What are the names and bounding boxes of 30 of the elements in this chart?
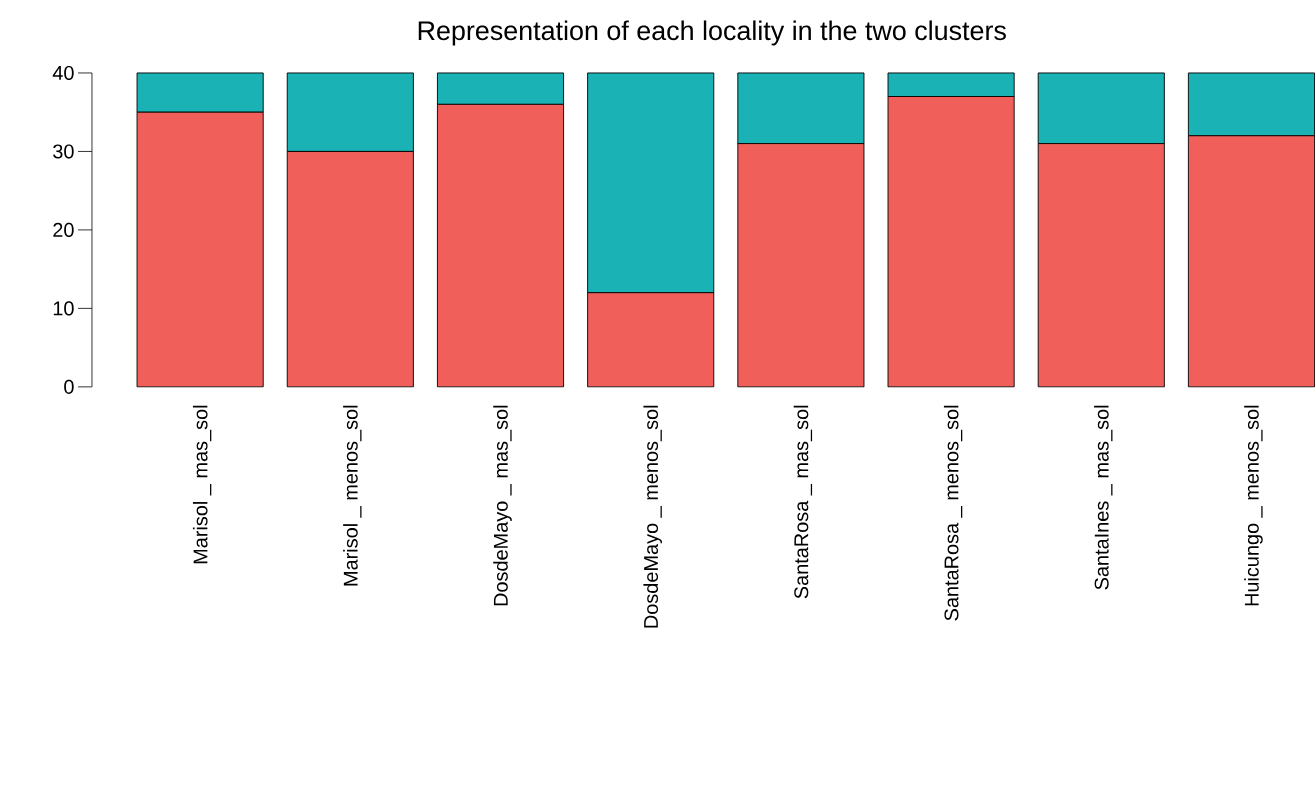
x-tick-label: DosdeMayo _ mas_sol xyxy=(493,405,512,606)
y-tick-label: 10 xyxy=(53,301,74,316)
x-tick-label: SantaRosa _ mas_sol xyxy=(793,405,813,599)
y-tick-label: 0 xyxy=(64,379,74,395)
bar xyxy=(1187,72,1315,137)
bar xyxy=(137,112,264,387)
bar xyxy=(887,72,1015,98)
bar xyxy=(437,104,564,387)
chart-title: Representation of each locality in the two clusters xyxy=(418,20,1006,46)
x-tick-label: SantaRosa _ menos_sol xyxy=(943,405,963,621)
bar xyxy=(287,151,414,387)
x-tick-label: Marisol _ mas_sol xyxy=(192,405,212,564)
bar xyxy=(136,72,264,113)
bar xyxy=(587,72,715,294)
y-tick-label: 30 xyxy=(53,144,74,159)
bar xyxy=(1038,143,1165,387)
bar xyxy=(1187,135,1315,388)
x-tick-label: Huicungo _ menos_sol xyxy=(1244,405,1263,606)
bar xyxy=(888,96,1015,387)
bar xyxy=(737,72,865,145)
bar xyxy=(436,72,565,105)
bar xyxy=(737,143,864,387)
y-tick-label: 20 xyxy=(53,222,74,238)
x-tick-label: SantaInes _ mas_sol xyxy=(1094,405,1113,590)
y-tick-label: 40 xyxy=(52,66,74,81)
x-tick-label: DosdeMayo _ menos_sol xyxy=(643,405,662,628)
bar xyxy=(587,292,714,387)
x-tick-label: Marisol _ menos_sol xyxy=(343,405,362,586)
bar xyxy=(1037,72,1165,145)
bar xyxy=(286,72,414,153)
